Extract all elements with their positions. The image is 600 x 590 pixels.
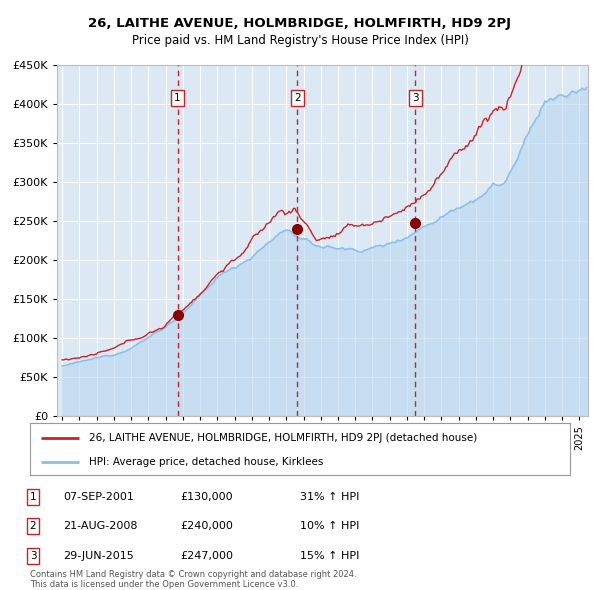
Text: £240,000: £240,000 [180, 522, 233, 531]
Text: 31% ↑ HPI: 31% ↑ HPI [300, 492, 359, 502]
Text: Contains HM Land Registry data © Crown copyright and database right 2024.
This d: Contains HM Land Registry data © Crown c… [30, 570, 356, 589]
Text: 1: 1 [29, 492, 37, 502]
Text: 10% ↑ HPI: 10% ↑ HPI [300, 522, 359, 531]
Text: 26, LAITHE AVENUE, HOLMBRIDGE, HOLMFIRTH, HD9 2PJ (detached house): 26, LAITHE AVENUE, HOLMBRIDGE, HOLMFIRTH… [89, 432, 478, 442]
Text: 1: 1 [174, 93, 181, 103]
Text: 2: 2 [294, 93, 301, 103]
Text: 21-AUG-2008: 21-AUG-2008 [63, 522, 137, 531]
Text: HPI: Average price, detached house, Kirklees: HPI: Average price, detached house, Kirk… [89, 457, 324, 467]
Text: 2: 2 [29, 522, 37, 531]
Text: 29-JUN-2015: 29-JUN-2015 [63, 551, 134, 560]
Text: 3: 3 [412, 93, 419, 103]
Text: 26, LAITHE AVENUE, HOLMBRIDGE, HOLMFIRTH, HD9 2PJ: 26, LAITHE AVENUE, HOLMBRIDGE, HOLMFIRTH… [89, 17, 511, 30]
Text: 3: 3 [29, 551, 37, 560]
Text: £247,000: £247,000 [180, 551, 233, 560]
Text: £130,000: £130,000 [180, 492, 233, 502]
Text: Price paid vs. HM Land Registry's House Price Index (HPI): Price paid vs. HM Land Registry's House … [131, 34, 469, 47]
Text: 15% ↑ HPI: 15% ↑ HPI [300, 551, 359, 560]
Text: 07-SEP-2001: 07-SEP-2001 [63, 492, 134, 502]
